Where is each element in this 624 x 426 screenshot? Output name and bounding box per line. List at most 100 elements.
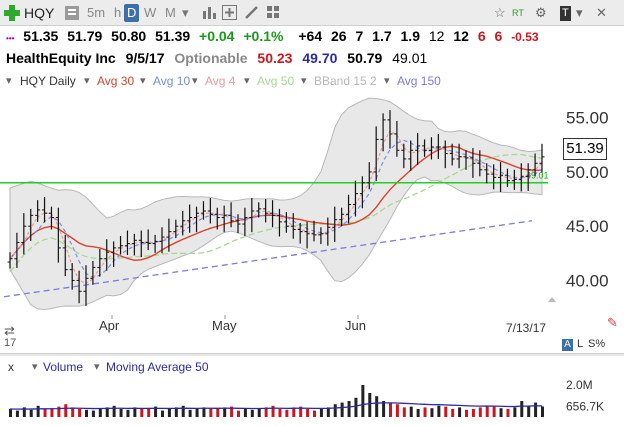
price-chart[interactable]: 55.00 50.00 45.00 40.00 Apr May Jun 7/13/17 49.0… (0, 90, 624, 337)
optionable-label: Optionable (174, 50, 248, 66)
volume-bar (202, 407, 206, 417)
volume-bar (57, 406, 61, 417)
volume-bar (492, 406, 496, 417)
legend-avg10[interactable]: Avg 10 (153, 74, 191, 88)
legend-bband[interactable]: BBand 15 2 (314, 74, 377, 88)
a-button[interactable]: A (562, 339, 573, 351)
rt-indicator[interactable]: RT (512, 8, 524, 18)
chevron-down-icon[interactable]: ▾ (384, 75, 390, 87)
draw-pencil-icon[interactable] (244, 5, 259, 20)
volume-header: x ▾ Volume ▾ Moving Average 50 (0, 357, 624, 375)
add-plus-icon[interactable] (3, 4, 21, 22)
chevron-down-icon[interactable]: ▾ (182, 5, 189, 20)
bar-chart-icon[interactable] (202, 5, 217, 20)
year-label: 17 (4, 337, 17, 349)
volume-bar (513, 407, 517, 417)
last-price-box: 51.39 (563, 138, 607, 160)
volume-ma-line (9, 402, 543, 410)
volume-bar (465, 409, 468, 417)
chevron-down-icon[interactable]: ▾ (301, 75, 307, 87)
grid-icon[interactable] (266, 5, 281, 20)
volume-bar (64, 404, 68, 417)
volume-bar (306, 409, 310, 417)
volume-bar (416, 409, 420, 417)
volume-bar (340, 402, 344, 417)
close-study-button[interactable]: x (8, 360, 14, 374)
volume-tick-label: 2.0M (566, 378, 593, 392)
volume-bar (85, 409, 88, 417)
settings-icon[interactable]: ⚙ (535, 5, 547, 20)
legend-avg4[interactable]: Avg 4 (205, 74, 236, 88)
company-name: HealthEquity Inc (6, 50, 116, 66)
chevron-down-icon[interactable]: ▾ (84, 75, 90, 87)
pencil-icon[interactable]: ✎ (607, 315, 618, 330)
legend-avg30[interactable]: Avg 30 (97, 74, 135, 88)
volume-bar (161, 410, 164, 417)
volume-bar (237, 410, 240, 417)
y-tick-label: 50.00 (566, 163, 609, 182)
volume-bar (264, 407, 268, 417)
volume-bar (541, 406, 544, 417)
timeframe-w[interactable]: W (144, 5, 157, 20)
volume-bar (285, 409, 289, 417)
l-button[interactable]: L (577, 338, 584, 350)
timeframe-5m[interactable]: 5m (87, 5, 106, 20)
volume-bar (243, 409, 247, 417)
legend-symbol[interactable]: HQY Daily (20, 74, 76, 88)
stat-4: 1.7 (372, 28, 392, 44)
volume-bar (534, 402, 538, 417)
stat-10: -0.53 (511, 30, 539, 44)
chevron-down-icon[interactable]: ▾ (6, 75, 12, 87)
symbol-input[interactable]: HQY (24, 5, 55, 21)
y-tick-label: 55.00 (566, 109, 609, 128)
volume-bar (78, 409, 82, 417)
lower-toolbar: ⇄ 17 A L S% ✎ (0, 315, 624, 355)
bollinger-band (9, 97, 543, 310)
pct-button[interactable]: S% (588, 338, 606, 350)
volume-bar (382, 401, 386, 417)
chevron-down-icon[interactable]: ▾ (94, 361, 100, 373)
volume-bar (347, 401, 351, 417)
volume-chart[interactable]: 2.0M 656.7K (0, 375, 624, 426)
add-study-icon[interactable] (222, 5, 237, 20)
scroll-up-icon (548, 297, 556, 302)
value-4: 49.01 (392, 50, 428, 66)
volume-bar (292, 407, 296, 417)
date-label: 7/13/17 (506, 321, 546, 335)
volume-bar (409, 406, 413, 417)
t-button[interactable]: T (560, 6, 571, 21)
stat-2: 26 (331, 28, 347, 44)
volume-bar (471, 409, 475, 417)
avg30-line (9, 145, 543, 261)
x-tick-label: Apr (99, 318, 120, 333)
volume-ma-label[interactable]: Moving Average 50 (106, 360, 209, 374)
chevron-down-icon[interactable]: ▾ (244, 75, 250, 87)
timeframe-d[interactable]: D (124, 4, 140, 22)
toolbar: HQY 5m h D W M ▾ ☆ RT ⚙ T ▾ ✕ (0, 0, 624, 26)
volume-bar (299, 406, 303, 417)
chevron-down-icon[interactable]: ▾ (32, 361, 38, 373)
change-value: +0.04 (199, 28, 235, 44)
volume-bar (105, 407, 109, 417)
chevron-down-icon[interactable]: ▾ (140, 75, 146, 87)
chevron-down-icon[interactable]: ▾ (192, 75, 198, 87)
star-icon[interactable]: ☆ (494, 5, 506, 20)
close-icon[interactable]: ✕ (596, 5, 607, 20)
value-2: 49.70 (302, 50, 338, 66)
menu-down-icon[interactable]: ▾ (576, 5, 583, 20)
timeframe-m[interactable]: M (165, 5, 176, 20)
volume-bar (22, 407, 26, 417)
volume-bar (333, 404, 337, 417)
pane-divider[interactable] (0, 353, 624, 356)
scan-icon[interactable] (63, 4, 81, 22)
volume-label[interactable]: Volume (43, 360, 84, 374)
volume-bar (71, 407, 75, 417)
legend-avg50[interactable]: Avg 50 (257, 74, 295, 88)
level-label: 49.01 (526, 171, 549, 181)
timeframe-h[interactable]: h (114, 5, 122, 20)
legend-avg150[interactable]: Avg 150 (397, 74, 441, 88)
volume-bar (478, 407, 482, 417)
volume-bar (430, 408, 434, 417)
volume-bar (15, 410, 19, 417)
refresh-icon[interactable]: ⇄ (4, 323, 15, 338)
